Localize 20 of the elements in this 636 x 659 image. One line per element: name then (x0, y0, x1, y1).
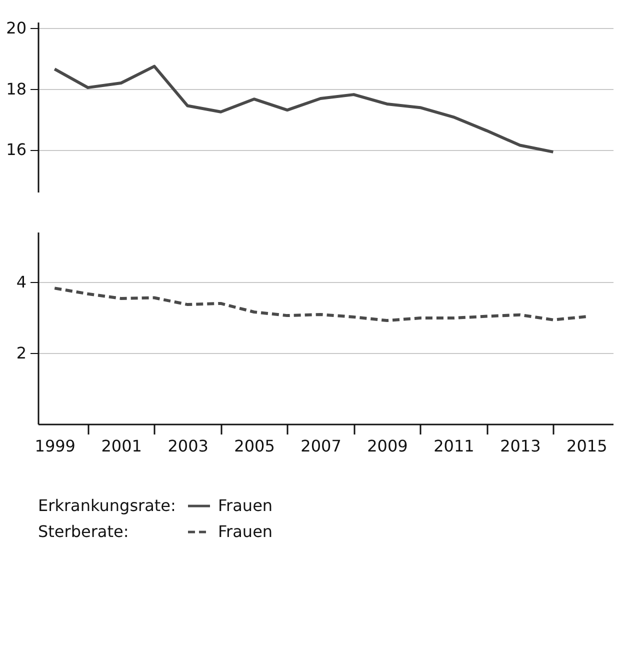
x-tick-label: 2009 (367, 436, 408, 456)
x-tick-label: 2001 (101, 436, 142, 456)
x-tick-label: 1999 (34, 436, 76, 456)
x-tick-label: 2013 (500, 436, 541, 456)
legend-label: Frauen (218, 496, 273, 515)
y-tick-label: 4 (16, 272, 26, 292)
x-tick-label: 2015 (566, 436, 608, 456)
x-tick-label: 2007 (300, 436, 342, 456)
x-tick-label: 2011 (434, 436, 474, 456)
y-tick-label: 18 (6, 79, 26, 98)
line-series (53, 286, 588, 322)
y-tick-label: 20 (6, 18, 26, 38)
x-tick-label: 2003 (168, 436, 208, 456)
line-series (53, 64, 555, 154)
x-tick-label: 2005 (234, 436, 275, 456)
y-tick-label: 2 (16, 343, 26, 362)
text: Frauen (218, 522, 273, 541)
legend-title: Sterberate: (38, 522, 129, 541)
y-tick-label: 16 (6, 140, 26, 159)
legend-title: Erkrankungsrate: (38, 496, 176, 515)
